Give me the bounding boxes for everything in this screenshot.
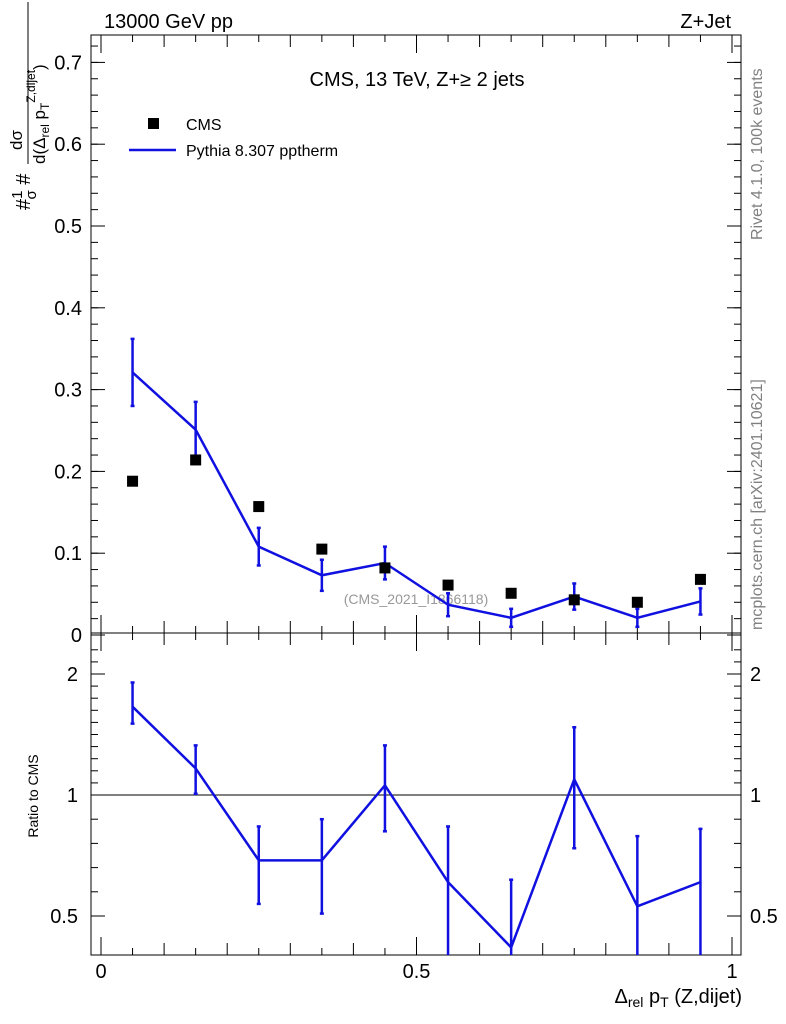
x-tick-label: 0	[95, 961, 106, 983]
cms-data-point	[568, 594, 580, 606]
ratio-panel-frame	[90, 632, 742, 956]
y-label-part-2: 1	[9, 191, 26, 199]
header-analysis: Z+Jet	[680, 11, 731, 33]
ratio-series	[130, 681, 703, 955]
cms-data-point	[127, 475, 139, 487]
svg-text:d(Δrel pTZ,dijet): d(Δrel pTZ,dijet)	[24, 64, 52, 164]
x-label-part-1: Δ	[614, 986, 627, 1008]
cms-data-point	[505, 587, 517, 599]
y-label-part-7: rel	[38, 124, 52, 137]
y-tick-label: 0.3	[54, 380, 82, 402]
rivet-version-label: Rivet 4.1.0, 100k events	[749, 68, 766, 240]
legend-cms-label: CMS	[186, 117, 222, 134]
ratio-y-tick-label-left: 2	[67, 664, 78, 686]
y-tick-label: 0.7	[54, 52, 82, 74]
analysis-watermark: (CMS_2021_I1866118)	[344, 591, 489, 607]
svg-text:dσ: dσ	[7, 130, 26, 150]
cms-data-point	[379, 562, 391, 574]
x-label-part-2: rel	[628, 994, 644, 1010]
mcplots-label: mcplots.cern.ch [arXiv:2401.10621]	[749, 379, 766, 630]
pythia-series-line	[131, 371, 701, 620]
ratio-y-tick-label-right: 0.5	[750, 906, 778, 928]
y-tick-label: 0.5	[54, 216, 82, 238]
legend: CMS Pythia 8.307 pptherm	[129, 117, 338, 160]
y-label-part-9: T	[38, 102, 52, 110]
header-process: 13000 GeV pp	[104, 11, 233, 33]
ratio-y-axis-label: Ratio to CMS	[25, 754, 41, 837]
y-label-part-3: σ	[23, 190, 40, 200]
y-label-part-4: #	[13, 173, 35, 191]
plot-title: CMS, 13 TeV, Z+≥ 2 jets	[310, 69, 525, 91]
legend-cms-marker	[148, 118, 159, 129]
cms-data-point	[253, 501, 265, 513]
y-tick-label: 0.1	[54, 543, 82, 565]
main-axes: 0 0.1 0.2 0.3 0.4 0.5 0.6 0.7	[54, 35, 741, 647]
legend-pythia-label: Pythia 8.307 pptherm	[186, 143, 338, 160]
ratio-y-tick-label-right: 2	[750, 664, 761, 686]
x-label-part-3: p	[643, 986, 660, 1008]
y-tick-label: 0	[71, 625, 82, 647]
y-label-part-11: )	[30, 64, 49, 70]
x-label-part-5: (Z,dijet)	[669, 986, 742, 1008]
cms-data-point	[694, 573, 706, 585]
y-label-part-10: Z,dijet	[24, 69, 38, 102]
x-tick-label: 0.5	[403, 961, 431, 983]
ratio-axes: 0 0.5 1 0.5 0.5 1 1 2 2	[50, 633, 778, 983]
y-label-part-1: #	[13, 198, 35, 210]
ratio-y-tick-label-left: 1	[67, 785, 78, 807]
cms-data-point	[190, 454, 202, 466]
svg-text:#1σ #: #1σ #	[9, 173, 40, 210]
cms-data-point	[442, 579, 454, 591]
x-label-part-4: T	[660, 994, 669, 1010]
main-y-axis-label: #1σ # dσ d(Δrel pTZ,dijet)	[7, 2, 52, 210]
y-tick-label: 0.4	[54, 298, 82, 320]
ratio-series-line	[131, 705, 701, 950]
main-series	[127, 337, 706, 629]
y-label-part-5: dσ	[7, 130, 26, 150]
ratio-y-tick-label-right: 1	[750, 785, 761, 807]
y-tick-label: 0.6	[54, 134, 82, 156]
y-label-part-6: d(Δ	[30, 138, 49, 164]
ratio-y-tick-label-left: 0.5	[50, 906, 78, 928]
x-tick-label: 1	[726, 961, 737, 983]
y-tick-label: 0.2	[54, 461, 82, 483]
y-label-part-8: p	[30, 110, 49, 124]
cms-data-point	[631, 596, 643, 608]
cms-data-point	[316, 543, 328, 555]
x-axis-label: Δrel pT (Z,dijet)	[614, 986, 742, 1010]
